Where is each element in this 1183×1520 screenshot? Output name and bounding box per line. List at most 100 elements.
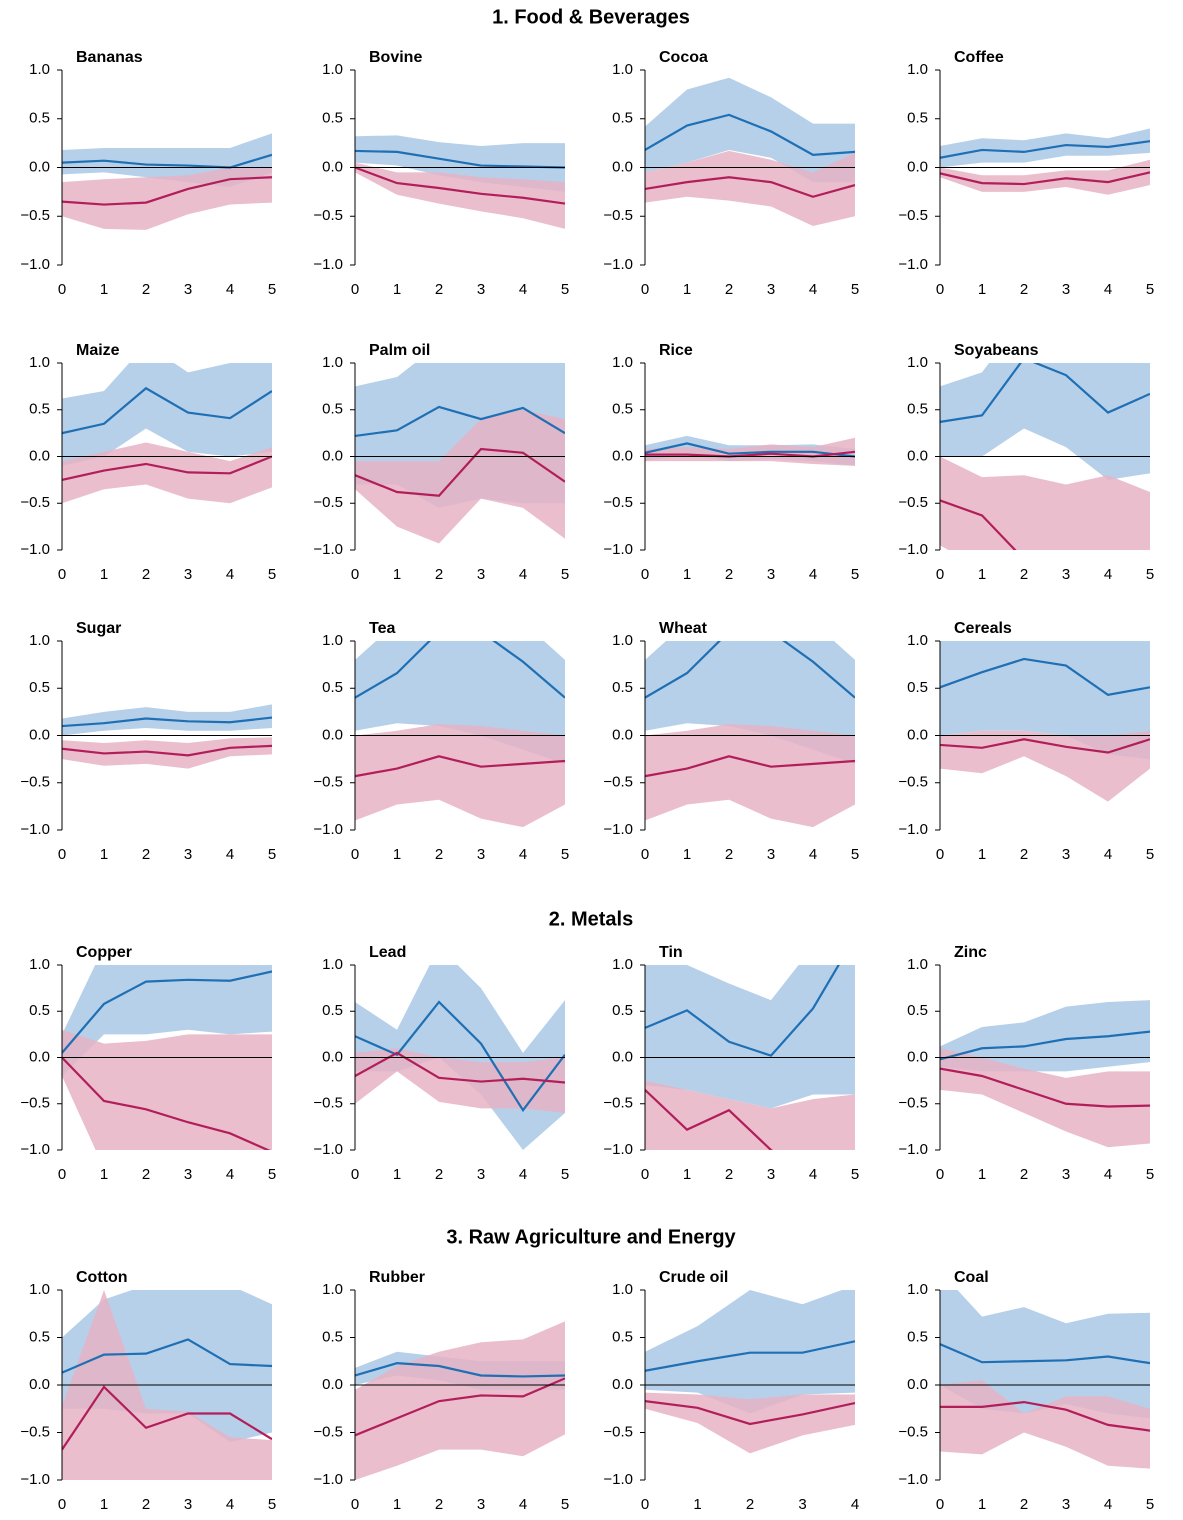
x-tick-label: 4	[519, 1166, 527, 1183]
x-tick-label: 3	[477, 566, 485, 583]
panel: −1.0 −0.5 0.0 0.5 1.0 0 1 2 3 4 5 Maize	[20, 342, 276, 583]
x-tick-label: 3	[1062, 846, 1070, 863]
y-tick-label: 0.0	[907, 1048, 928, 1065]
y-tick-label: 0.0	[907, 158, 928, 175]
confidence-band	[62, 965, 272, 1076]
y-tick-label: 1.0	[322, 956, 343, 973]
panel: −1.0 −0.5 0.0 0.5 1.0 0 1 2 3 4 5 Coal	[898, 1269, 1154, 1513]
confidence-band	[940, 1000, 1150, 1072]
x-tick-label: 5	[268, 846, 276, 863]
y-tick-label: 0.0	[322, 158, 343, 175]
x-tick-label: 2	[142, 281, 150, 298]
y-tick-label: −0.5	[898, 1095, 928, 1112]
panel: −1.0 −0.5 0.0 0.5 1.0 0 1 2 3 4 5 Tea	[313, 620, 569, 863]
plot-area	[940, 641, 1150, 802]
x-tick-label: 2	[142, 566, 150, 583]
y-tick-label: −0.5	[313, 207, 343, 224]
y-tick-label: −1.0	[898, 821, 928, 838]
panel: −1.0 −0.5 0.0 0.5 1.0 0 1 2 3 4 5 Coffee	[898, 49, 1154, 298]
x-tick-label: 0	[351, 846, 359, 863]
series-line	[62, 176, 272, 206]
x-tick-label: 2	[435, 281, 443, 298]
x-tick-label: 1	[100, 281, 108, 298]
x-tick-label: 3	[767, 566, 775, 583]
y-tick-label: 0.5	[612, 401, 633, 418]
x-tick-label: 1	[100, 1496, 108, 1513]
y-tick-label: 1.0	[612, 354, 633, 371]
x-tick-label: 0	[936, 566, 944, 583]
x-tick-label: 5	[1146, 566, 1154, 583]
y-tick-label: 1.0	[612, 632, 633, 649]
series-line	[940, 140, 1150, 159]
panel-title: Palm oil	[369, 342, 430, 359]
y-tick-label: −0.5	[603, 1095, 633, 1112]
y-tick-label: −0.5	[898, 494, 928, 511]
series-line	[645, 1400, 855, 1426]
panel-title: Wheat	[659, 620, 708, 637]
x-tick-label: 2	[1020, 846, 1028, 863]
series-line	[645, 176, 855, 198]
x-tick-label: 3	[184, 846, 192, 863]
y-tick-label: 1.0	[612, 956, 633, 973]
x-tick-label: 5	[851, 281, 859, 298]
confidence-band	[940, 363, 1150, 480]
panel: −1.0 −0.5 0.0 0.5 1.0 0 1 2 3 4 5 Soyabeans	[898, 342, 1154, 583]
x-tick-label: 4	[1104, 1166, 1112, 1183]
x-tick-label: 1	[683, 566, 691, 583]
panel: −1.0 −0.5 0.0 0.5 1.0 0 1 2 3 4 5 Cocoa	[603, 49, 859, 298]
series-line	[355, 166, 565, 205]
x-tick-label: 5	[268, 566, 276, 583]
y-tick-label: −0.5	[898, 1423, 928, 1440]
x-tick-label: 4	[226, 566, 234, 583]
x-tick-label: 5	[1146, 846, 1154, 863]
y-tick-label: 0.0	[29, 1376, 50, 1393]
confidence-band	[355, 162, 565, 229]
x-tick-label: 5	[561, 846, 569, 863]
x-tick-label: 5	[851, 566, 859, 583]
series-line	[355, 1000, 565, 1113]
panel: −1.0 −0.5 0.0 0.5 1.0 0 1 2 3 4 5 Bananas	[20, 49, 276, 298]
series-line	[645, 1089, 773, 1150]
plot-area	[355, 965, 565, 1150]
x-tick-label: 2	[725, 566, 733, 583]
x-tick-label: 2	[435, 1496, 443, 1513]
y-tick-label: −0.5	[898, 207, 928, 224]
x-tick-label: 2	[725, 281, 733, 298]
y-tick-label: 0.5	[612, 1328, 633, 1345]
x-tick-label: 0	[351, 566, 359, 583]
y-tick-label: −1.0	[603, 1141, 633, 1158]
y-tick-label: −1.0	[313, 256, 343, 273]
series-line	[62, 970, 272, 1054]
y-tick-label: 0.0	[907, 447, 928, 464]
x-tick-label: 1	[978, 1166, 986, 1183]
y-tick-label: 0.5	[322, 110, 343, 127]
y-tick-label: 1.0	[29, 61, 50, 78]
y-tick-label: 0.0	[612, 447, 633, 464]
panel: −1.0 −0.5 0.0 0.5 1.0 0 1 2 3 4 5 Lead	[313, 944, 569, 1183]
y-tick-label: 1.0	[907, 354, 928, 371]
y-tick-label: 0.0	[322, 447, 343, 464]
confidence-band	[62, 1029, 272, 1150]
x-tick-label: 1	[100, 1166, 108, 1183]
x-tick-label: 0	[936, 846, 944, 863]
y-tick-label: 0.5	[612, 679, 633, 696]
confidence-band	[940, 1290, 1150, 1419]
x-tick-label: 3	[184, 1496, 192, 1513]
x-tick-label: 5	[851, 846, 859, 863]
series-line	[645, 450, 855, 458]
y-tick-label: 1.0	[907, 61, 928, 78]
y-tick-label: −1.0	[313, 1471, 343, 1488]
y-tick-label: −0.5	[20, 774, 50, 791]
series-line	[62, 386, 272, 435]
x-tick-label: 0	[58, 281, 66, 298]
series-line	[355, 1377, 565, 1437]
x-tick-label: 1	[393, 1496, 401, 1513]
x-tick-label: 0	[641, 281, 649, 298]
panel: −1.0 −0.5 0.0 0.5 1.0 0 1 2 3 4 5 Wheat	[603, 620, 859, 863]
x-tick-label: 3	[477, 846, 485, 863]
y-tick-label: −1.0	[603, 821, 633, 838]
y-tick-label: −0.5	[313, 494, 343, 511]
x-tick-label: 4	[519, 846, 527, 863]
x-tick-label: 3	[1062, 1496, 1070, 1513]
